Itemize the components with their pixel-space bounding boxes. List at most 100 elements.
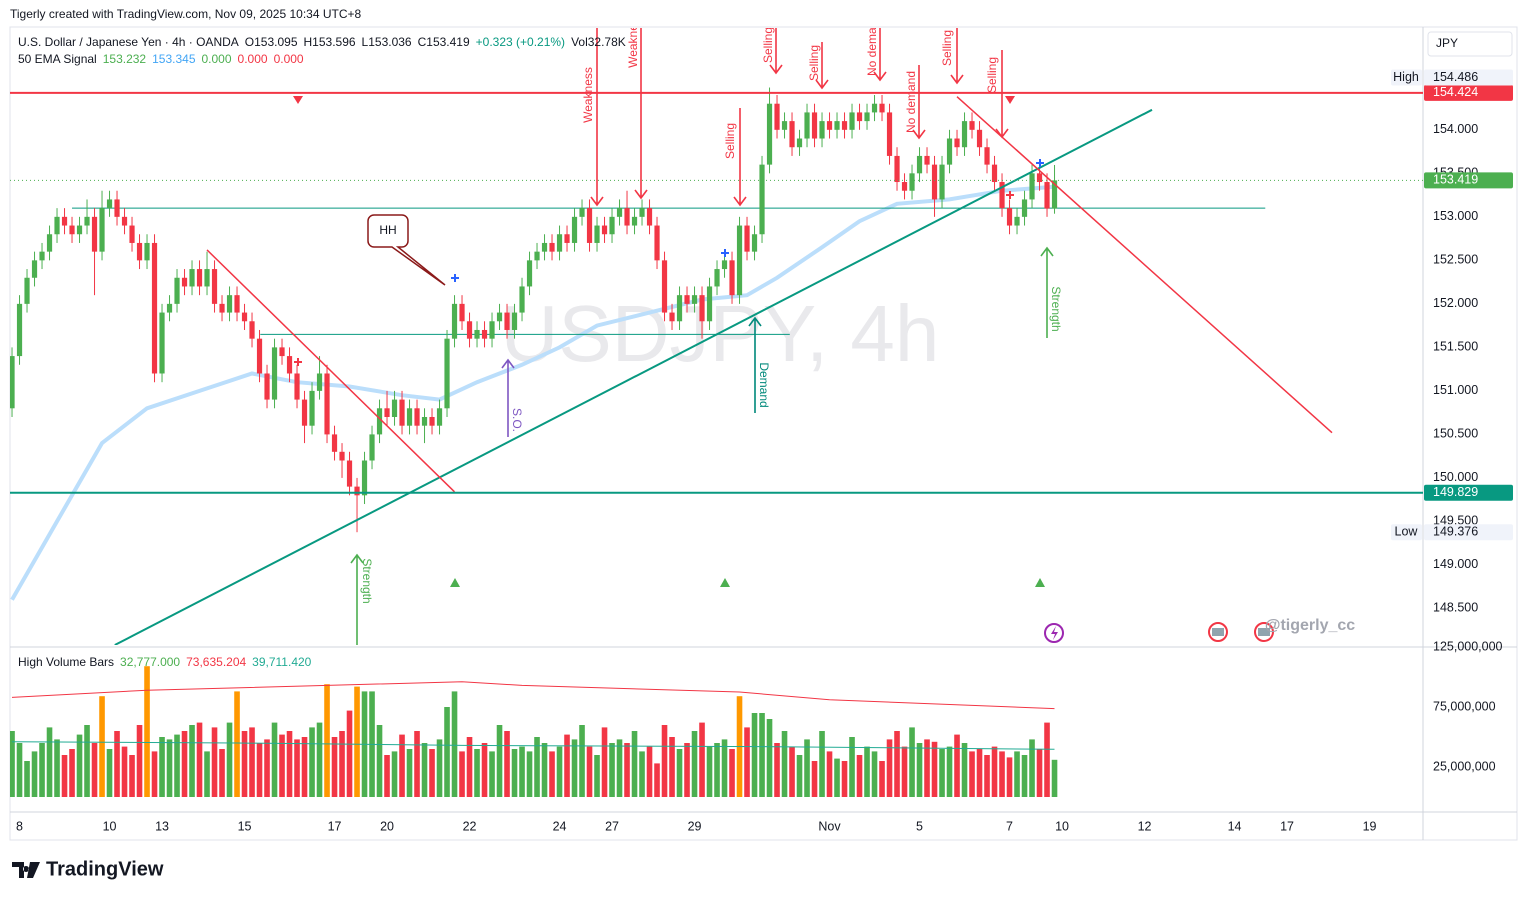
volume-bar (196, 722, 203, 797)
candle-body (841, 121, 848, 130)
extreme-value-box (1424, 524, 1513, 541)
volume-bar (301, 737, 308, 797)
candle-body (294, 373, 300, 400)
candle-body (504, 312, 510, 330)
candle-body (736, 225, 743, 296)
volume-bar (819, 731, 825, 797)
volume-legend-value: 32,777.000 (120, 655, 180, 669)
annotation-text: Strength (1049, 286, 1063, 331)
volume-bar (234, 691, 240, 797)
currency-box[interactable] (1427, 31, 1513, 57)
volume-bar (676, 749, 683, 797)
volume-bar (864, 746, 870, 797)
annotation-text: No demand (904, 71, 918, 133)
signal-cross (451, 274, 459, 282)
volume-bar (744, 727, 750, 797)
candle-body (669, 312, 675, 322)
candle-body (451, 303, 458, 339)
annotation-arrow (769, 28, 783, 75)
signal-cross (1006, 191, 1014, 199)
signal-triangle-down (1005, 96, 1015, 104)
volume-bar (249, 727, 255, 797)
volume-bar (384, 755, 390, 797)
candle-body (136, 242, 143, 261)
annotation-text: S.O. (510, 408, 524, 432)
candle-body (1006, 208, 1013, 226)
volume-pane (10, 666, 1058, 797)
candle-body (789, 121, 795, 148)
volume-bar (166, 739, 173, 797)
x-tick-label: 17 (328, 819, 342, 833)
volume-bar (346, 710, 353, 797)
candle-body (436, 408, 443, 426)
currency[interactable]: JPY (1436, 36, 1458, 50)
volume-bar (121, 746, 128, 797)
candle-body (114, 199, 120, 217)
volume-bar (39, 743, 45, 797)
candle-body (759, 164, 765, 235)
candle-body (249, 321, 255, 339)
candle-body (931, 164, 938, 200)
volume-bar (189, 725, 195, 797)
volume-bar (946, 746, 953, 797)
volume-bar (796, 755, 803, 797)
candle-body (369, 434, 375, 461)
candle-body (241, 312, 248, 322)
candle-body (781, 121, 788, 130)
candle-body (339, 451, 345, 461)
volume-bar (331, 737, 338, 797)
candle-body (729, 260, 735, 296)
volume-bar (519, 746, 525, 797)
volume-bar (811, 761, 818, 797)
candle-body (519, 286, 525, 313)
volume-bar (219, 749, 225, 797)
candle-body (849, 112, 855, 130)
candle-body (601, 225, 608, 235)
x-tick-label: 29 (688, 819, 702, 833)
volume-bar (646, 746, 653, 797)
volume-bar (639, 751, 645, 797)
footer: TradingView (46, 858, 164, 880)
event-icon-flag (1258, 628, 1270, 636)
candle-body (624, 208, 630, 226)
y-tick-label: 151.000 (1433, 383, 1478, 397)
candle-body (361, 460, 368, 496)
x-tick-label: 17 (1280, 819, 1294, 833)
close-label: C153.419 (418, 35, 470, 49)
candle-body (466, 321, 473, 339)
annotation-arrow (350, 553, 364, 645)
volume-bar (849, 737, 855, 797)
volume-bar (616, 739, 623, 797)
event-icon-bolt (1051, 626, 1058, 640)
volume-bar (609, 743, 615, 797)
candle-body (796, 138, 803, 148)
candle-body (474, 329, 480, 339)
y-tick-label: 151.500 (1433, 340, 1478, 354)
axes: 148.500149.000149.500150.000150.500151.0… (16, 69, 1513, 833)
candle-body (189, 269, 195, 287)
candle-body (684, 295, 690, 304)
volume-bar (721, 739, 728, 797)
x-tick-label: 22 (463, 819, 477, 833)
candle-body (721, 260, 728, 270)
volume-bar (61, 755, 68, 797)
volume-bar (399, 734, 405, 797)
y-tick-label: 152.500 (1433, 253, 1478, 267)
candle-body (526, 260, 533, 287)
candle-body (331, 434, 338, 452)
volume-bar (586, 746, 593, 797)
handle: @tigerly_cc (1265, 617, 1355, 634)
candle-body (879, 103, 885, 113)
level-label: 154.424 (1433, 85, 1478, 99)
annotation-text: Selling (940, 30, 954, 66)
candle-body (909, 173, 915, 191)
candle-body (324, 373, 330, 435)
volume-bar (24, 761, 30, 797)
candle-body (714, 269, 720, 287)
candle-body (699, 295, 705, 322)
y-tick-label: 148.500 (1433, 601, 1478, 615)
candle-body (1044, 182, 1050, 209)
volume-bar (264, 739, 270, 797)
candle-body (894, 155, 900, 183)
volume-bar (106, 749, 113, 797)
